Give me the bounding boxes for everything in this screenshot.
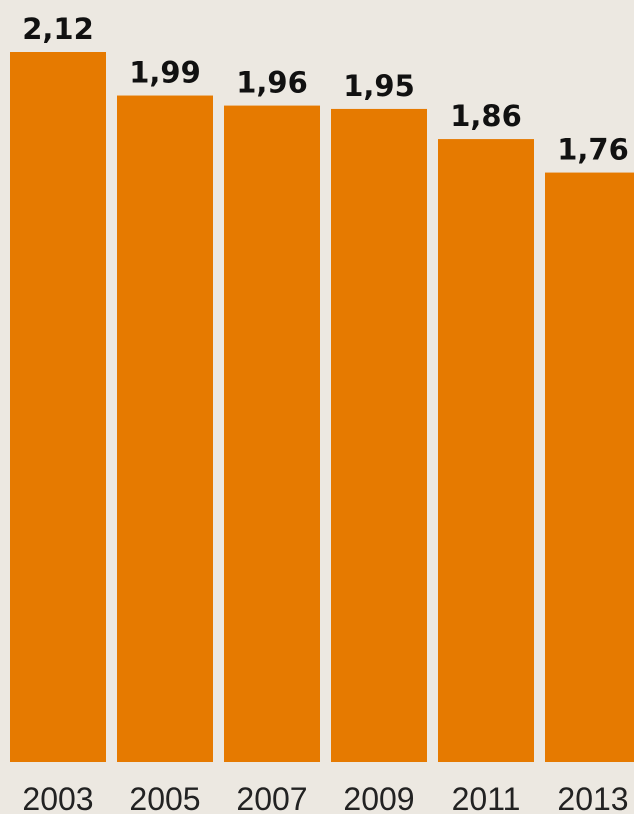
bar-value-label-2003: 2,12 <box>22 12 94 46</box>
bar-value-label-2009: 1,95 <box>343 69 415 103</box>
bar-2005 <box>117 95 213 763</box>
x-tick-labels-group: 2003 2005 2007 2009 2011 2013 <box>22 781 628 814</box>
x-tick-label-2011: 2011 <box>452 781 521 814</box>
x-tick-label-2013: 2013 <box>557 781 628 814</box>
bar-value-label-2013: 1,76 <box>557 133 629 167</box>
bar-value-label-2007: 1,96 <box>236 66 308 100</box>
x-tick-label-2003: 2003 <box>22 781 93 814</box>
value-labels-group: 2,12 1,99 1,96 1,95 1,86 1,76 <box>22 12 629 167</box>
x-tick-label-2007: 2007 <box>236 781 307 814</box>
x-tick-label-2009: 2009 <box>343 781 414 814</box>
bar-2007 <box>224 105 320 763</box>
bar-2009 <box>331 108 427 762</box>
bars-group <box>10 52 634 763</box>
bar-2013 <box>545 172 634 762</box>
bar-2011 <box>438 139 534 763</box>
x-tick-label-2005: 2005 <box>129 781 200 814</box>
bar-value-label-2011: 1,86 <box>450 99 522 133</box>
bar-value-label-2005: 1,99 <box>129 56 201 90</box>
bar-2003 <box>10 52 106 762</box>
